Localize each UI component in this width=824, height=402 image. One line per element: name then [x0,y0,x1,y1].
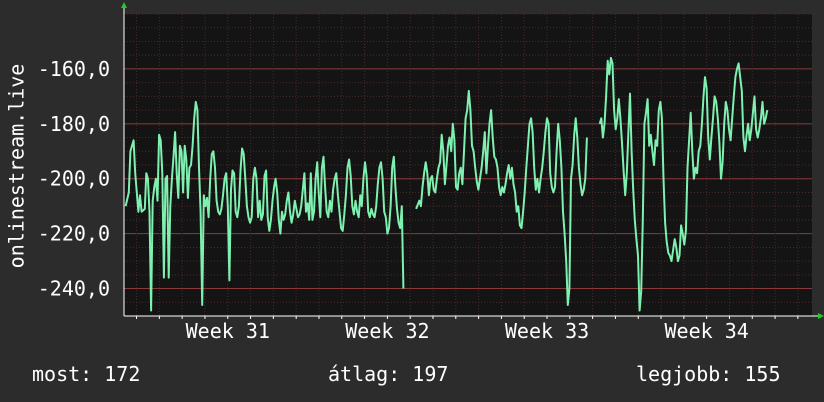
x-axis-arrow [818,313,824,319]
y-tick-label: -200,0 [38,167,110,191]
x-tick-labels: Week 31 Week 32 Week 33 Week 34 [186,319,749,343]
plot-background [124,14,812,316]
y-tick-label: -220,0 [38,222,110,246]
current-value: most: 172 [32,362,141,386]
series-line [124,56,769,312]
series-segment-1 [124,100,405,312]
average-value: átlag: 197 [328,362,449,386]
series-segment-2 [415,89,588,306]
x-tick-label: Week 33 [505,319,589,343]
y-tick-label: -160,0 [38,57,110,81]
axes [121,2,824,319]
best-value: legjobb: 155 [636,362,781,386]
y-tick-label: -180,0 [38,112,110,136]
y-tick-labels: -160,0 -180,0 -200,0 -220,0 -240,0 [38,57,110,301]
y-axis-arrow [121,2,127,8]
x-tick-label: Week 31 [186,319,270,343]
y-tick-label: -240,0 [38,277,110,301]
series-segment-3 [598,56,769,312]
x-tick-label: Week 34 [664,319,748,343]
y-axis-label: onlinestream.live [5,64,29,269]
x-tick-label: Week 32 [345,319,429,343]
